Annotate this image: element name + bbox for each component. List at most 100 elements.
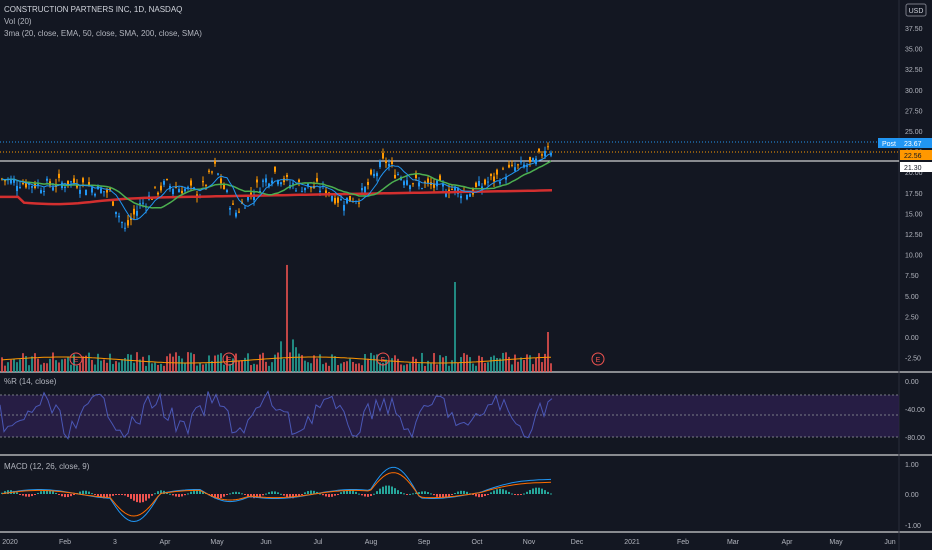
volume-bar [454, 282, 456, 372]
currency-badge[interactable] [905, 3, 927, 17]
candle-body [475, 182, 477, 188]
macd-histogram-bar [541, 488, 543, 494]
macd-histogram-bar [505, 490, 507, 494]
volume-bar [334, 356, 336, 372]
last-price-label: 22.56 [904, 153, 922, 160]
macd-histogram-bar [343, 490, 345, 494]
volume-bar [166, 356, 168, 372]
volume-bar [445, 355, 447, 372]
candle-body [346, 197, 348, 204]
candle-body [10, 178, 12, 184]
volume-bar [319, 354, 321, 372]
time-axis-label: 2021 [624, 539, 640, 546]
macd-histogram-bar [445, 494, 447, 498]
volume-bar [88, 352, 90, 372]
volume-bar [307, 362, 309, 372]
volume-bar [331, 354, 333, 372]
sma200-line[interactable] [0, 189, 553, 206]
candle-body [406, 180, 408, 185]
volume-bar [154, 362, 156, 372]
candle-body [454, 186, 456, 191]
macd-histogram-bar [37, 492, 39, 494]
volume-bar [499, 358, 501, 372]
macd-histogram-bar [292, 494, 294, 499]
williams-title[interactable]: %R (14, close) [4, 377, 57, 386]
macd-histogram-bar [520, 494, 522, 495]
candle-body [550, 152, 552, 156]
volume-bar [34, 353, 36, 372]
candle-body [52, 187, 54, 191]
candle-body [334, 197, 336, 204]
price-tick-label: 17.50 [905, 191, 923, 198]
time-axis-label: Sep [418, 539, 431, 546]
macd-histogram-bar [526, 491, 528, 494]
volume-bar [16, 362, 18, 372]
price-tick-label: 15.00 [905, 211, 923, 218]
candle-body [367, 182, 369, 185]
volume-bar [529, 355, 531, 372]
macd-histogram-bar [298, 494, 300, 497]
volume-bar [547, 332, 549, 372]
volume-bar [112, 364, 114, 372]
candle-body [442, 183, 444, 187]
macd-histogram-bar [415, 492, 417, 494]
time-axis[interactable]: 2020 Feb 3 Apr May Jun Jul Aug Sep Oct Nov Dec 2021 F… [2, 539, 896, 546]
signal-line[interactable] [1, 472, 552, 517]
macd-histogram-bar [67, 494, 69, 498]
volume-ma-line[interactable] [1, 356, 552, 364]
volume-bar [151, 363, 153, 372]
macd-histogram-bar [130, 494, 132, 499]
macd-histogram-bar [79, 491, 81, 494]
ma-indicator-label[interactable]: 3ma (20, close, EMA, 50, close, SMA, 200… [4, 29, 202, 38]
macd-histogram-bar [301, 494, 303, 495]
volume-bar [232, 358, 234, 372]
ema20-line[interactable] [1, 153, 552, 221]
price-tick-label: 0.00 [905, 335, 919, 342]
candle-body [187, 186, 189, 188]
candle-body [280, 182, 282, 185]
volume-bar [289, 352, 291, 372]
candle-body [391, 161, 393, 165]
volume-bar [25, 356, 27, 372]
volume-bar [496, 357, 498, 372]
volume-bar [310, 363, 312, 372]
time-axis-label: Jun [884, 539, 895, 546]
macd-title[interactable]: MACD (12, 26, close, 9) [4, 462, 90, 471]
volume-bar [349, 358, 351, 372]
volume-bar [55, 360, 57, 372]
time-axis-label: Mar [727, 539, 740, 546]
macd-histogram-bar [160, 490, 162, 494]
macd-histogram-bar [409, 493, 411, 495]
candle-body [292, 183, 294, 185]
volume-bar [106, 362, 108, 372]
volume-bar [406, 364, 408, 372]
volume-indicator-label[interactable]: Vol (20) [4, 17, 32, 26]
volume-bar [160, 363, 162, 372]
volume-bar [397, 358, 399, 372]
volume-bar [424, 365, 426, 372]
volume-bar [103, 359, 105, 372]
macd-histogram-bar [139, 494, 141, 503]
volume-bar [280, 341, 282, 372]
williams-tick-0: 0.00 [905, 379, 919, 386]
volume-bar [226, 355, 228, 372]
volume-bar [340, 363, 342, 372]
candle-body [415, 172, 417, 179]
candle-body [133, 208, 135, 215]
macd-histogram-bar [502, 489, 504, 494]
price-axis-ticks: 37.5035.0032.5030.0027.5025.0022.5020.00… [905, 26, 923, 363]
macd-histogram-bar [424, 491, 426, 494]
candle-body [427, 178, 429, 183]
candle-body [301, 191, 303, 193]
candle-body [184, 188, 186, 192]
candle-body [124, 227, 126, 229]
macd-histogram-bar [373, 493, 375, 495]
volume-bar [298, 353, 300, 372]
volume-bar [76, 365, 78, 372]
candle-body [40, 190, 42, 194]
volume-bar [364, 354, 366, 372]
williams-r-line[interactable] [0, 390, 553, 440]
macd-histogram-bar [52, 491, 54, 494]
sma50-line[interactable] [1, 160, 552, 209]
macd-histogram-bar [535, 487, 537, 494]
